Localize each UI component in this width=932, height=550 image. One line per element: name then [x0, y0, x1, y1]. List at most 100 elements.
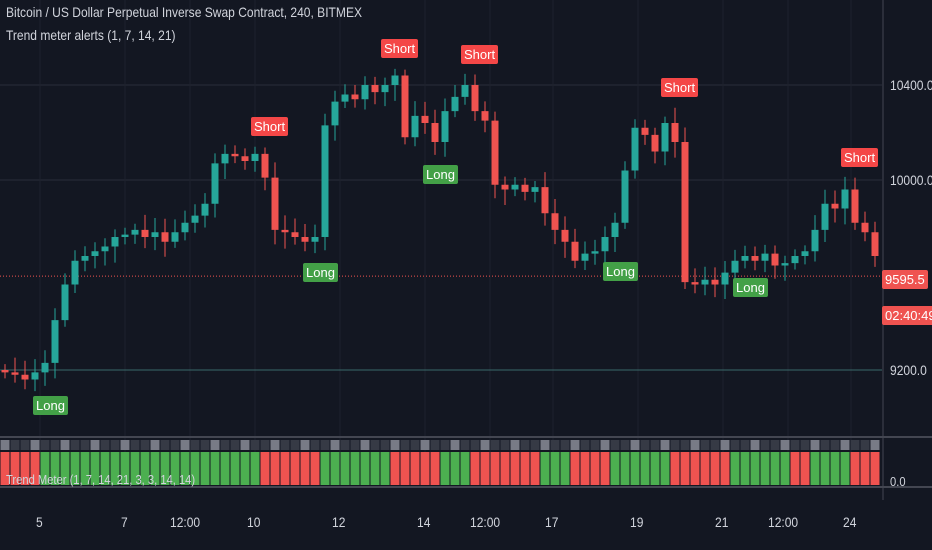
trend-meter-header: [530, 440, 540, 450]
trend-meter-label[interactable]: Trend Meter (1, 7, 14, 21, 3, 3, 14, 14): [6, 472, 196, 487]
candle-body: [191, 215, 199, 223]
trend-meter-header: [50, 440, 60, 450]
trend-meter-header: [630, 440, 640, 450]
trend-meter-bar: [690, 452, 700, 485]
candle-body: [511, 184, 519, 190]
candle-body: [831, 203, 839, 209]
trend-meter-header: [840, 440, 850, 450]
candle-body: [81, 256, 89, 261]
candle-body: [451, 96, 459, 112]
long-signal-label: Long: [303, 263, 338, 283]
candle-body: [301, 237, 309, 242]
trend-meter-header: [460, 440, 470, 450]
trend-meter-bar: [620, 452, 630, 485]
trend-meter-header: [390, 440, 400, 450]
trend-meter-header: [150, 440, 160, 450]
trend-meter-header: [540, 440, 550, 450]
trend-meter-header: [360, 440, 370, 450]
trend-meter-header: [610, 440, 620, 450]
trend-meter-header: [590, 440, 600, 450]
trend-meter-bar: [370, 452, 380, 485]
candle-body: [31, 372, 39, 380]
candle-body: [841, 189, 849, 209]
trend-meter-bar: [630, 452, 640, 485]
trend-meter-bar: [510, 452, 520, 485]
candle-body: [441, 111, 449, 142]
trend-meter-bar: [10, 452, 20, 485]
candle-body: [851, 189, 859, 223]
trend-meter-header: [710, 440, 720, 450]
time-tick: 24: [843, 514, 857, 530]
candle-body: [141, 229, 149, 237]
trend-meter-bar: [200, 452, 210, 485]
trend-meter-header: [100, 440, 110, 450]
trend-meter-bar: [230, 452, 240, 485]
candle-body: [751, 256, 759, 261]
candle-body: [591, 251, 599, 254]
trend-meter-bar: [520, 452, 530, 485]
candle-body: [701, 279, 709, 285]
candle-body: [681, 142, 689, 283]
candle-body: [261, 153, 269, 178]
trend-meter-bar: [360, 452, 370, 485]
trend-meter-bar: [310, 452, 320, 485]
candle-body: [111, 237, 119, 247]
candle-body: [251, 153, 259, 161]
trend-meter-bar: [20, 452, 30, 485]
trend-meter-bar: [300, 452, 310, 485]
trend-meter-bar: [820, 452, 830, 485]
trend-meter-bar: [380, 452, 390, 485]
trend-meter-header: [320, 440, 330, 450]
candle-body: [631, 127, 639, 171]
candle-body: [621, 170, 629, 223]
candle-body: [801, 251, 809, 256]
trend-meter-header: [120, 440, 130, 450]
trend-meter-bar: [330, 452, 340, 485]
candle-body: [1, 370, 9, 373]
trend-meter-header: [260, 440, 270, 450]
candle-body: [781, 263, 789, 266]
trend-meter-header: [90, 440, 100, 450]
trend-meter-bar: [30, 452, 40, 485]
trend-meter-header: [20, 440, 30, 450]
time-tick: 10: [247, 514, 261, 530]
trend-meter-bar: [500, 452, 510, 485]
candle-body: [281, 229, 289, 233]
trend-meter-bar: [280, 452, 290, 485]
trend-meter-header: [720, 440, 730, 450]
trend-meter-header: [550, 440, 560, 450]
trend-meter-header: [650, 440, 660, 450]
candle-body: [871, 232, 879, 256]
candle-body: [821, 203, 829, 230]
candle-body: [541, 187, 549, 214]
countdown-label: 02:40:49: [882, 306, 932, 325]
trend-meter-bar: [400, 452, 410, 485]
trend-meter-header: [790, 440, 800, 450]
candle-body: [471, 85, 479, 112]
trend-meter-bar: [480, 452, 490, 485]
candle-body: [431, 123, 439, 142]
trend-meter-header: [730, 440, 740, 450]
trend-meter-bar: [160, 452, 170, 485]
trend-meter-bar: [460, 452, 470, 485]
candle-body: [381, 85, 389, 93]
candle-body: [491, 120, 499, 185]
trend-meter-bar: [120, 452, 130, 485]
trend-meter-header: [170, 440, 180, 450]
trend-meter-bar: [0, 452, 10, 485]
trend-meter-bar: [210, 452, 220, 485]
trend-meter-bar: [540, 452, 550, 485]
trend-meter-header: [310, 440, 320, 450]
candle-body: [531, 187, 539, 192]
indicator-label[interactable]: Trend meter alerts (1, 7, 14, 21): [6, 27, 176, 43]
trend-meter-header: [110, 440, 120, 450]
candle-body: [421, 115, 429, 123]
time-tick: 12:00: [470, 514, 501, 530]
trend-meter-header: [40, 440, 50, 450]
time-tick: 12: [332, 514, 346, 530]
trend-meter-header: [570, 440, 580, 450]
trend-meter-bar: [830, 452, 840, 485]
trend-meter-bar: [770, 452, 780, 485]
